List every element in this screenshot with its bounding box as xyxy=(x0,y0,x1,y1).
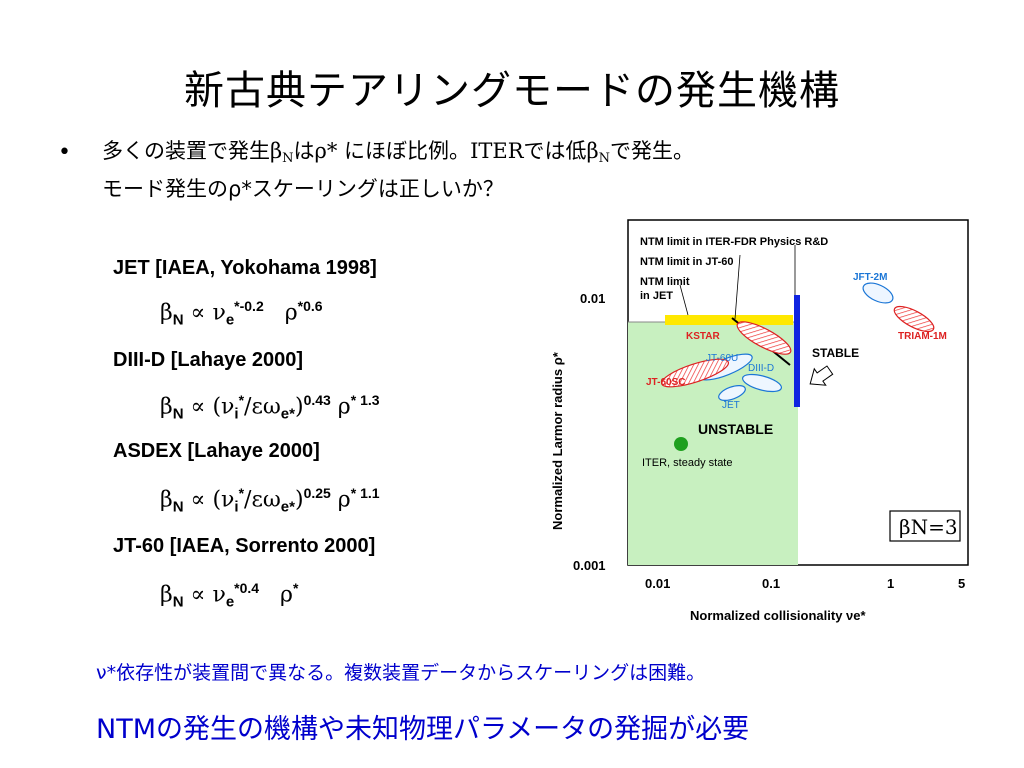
ntm-jet-label-2: in JET xyxy=(640,290,673,302)
diiid-label: DIII-D xyxy=(748,363,774,374)
bullet-line-2: モード発生のρ*スケーリングは正しいか？ xyxy=(102,177,504,201)
ytick-0.01: 0.01 xyxy=(580,291,605,306)
iter-point xyxy=(674,437,688,451)
operating-space-chart: βN=3 NTM limit in ITER-FDR Physics R&D N… xyxy=(550,219,969,623)
stable-label: STABLE xyxy=(812,346,859,360)
jft2m-label: JFT-2M xyxy=(853,272,887,283)
xtick-0.01: 0.01 xyxy=(645,576,670,591)
unstable-label: UNSTABLE xyxy=(698,421,773,437)
formula-head-diiid: DIII-D [Lahaye 2000] xyxy=(113,349,304,371)
formula-head-jt60: JT-60 [IAEA, Sorrento 2000] xyxy=(113,535,376,557)
y-axis-label: Normalized Larmor radius ρ* xyxy=(550,351,565,530)
x-axis-label: Normalized collisionality νe* xyxy=(690,608,866,623)
ntm-jet-label-1: NTM limit xyxy=(640,276,690,288)
iter-ss-label: ITER, steady state xyxy=(642,457,732,469)
jft2m-region xyxy=(862,282,894,304)
ytick-0.001: 0.001 xyxy=(573,558,606,573)
note-line-2: NTMの発生の機構や未知物理パラメータの発掘が必要 xyxy=(96,714,750,745)
ntm-jt60-label: NTM limit in JT-60 xyxy=(640,256,734,268)
kstar-label: KSTAR xyxy=(686,331,720,342)
jt60sc-region xyxy=(660,358,730,388)
jt60sc-label: JT-60SC xyxy=(646,377,685,388)
bullet-marker: • xyxy=(58,140,71,165)
diiid-region xyxy=(741,373,783,393)
formula-jt60: βN ∝ νe*0.4 ρ* xyxy=(160,580,299,611)
triam-label: TRIAM-1M xyxy=(898,331,947,342)
page-title: 新古典テアリングモードの発生機構 xyxy=(184,68,840,114)
kstar-region xyxy=(736,321,792,355)
jet-region xyxy=(718,385,746,401)
note-line-1: ν*依存性が装置間で異なる。複数装置データからスケーリングは困難。 xyxy=(96,662,706,684)
formula-asdex: βN ∝ (νi*/εωe*)0.25 ρ* 1.1 xyxy=(160,485,380,516)
xtick-5: 5 xyxy=(958,576,965,591)
triam-region xyxy=(893,305,935,333)
formula-head-asdex: ASDEX [Lahaye 2000] xyxy=(113,440,320,462)
betaN-label: βN=3 xyxy=(899,515,958,539)
ntm-limit-jt60-bar xyxy=(794,295,800,407)
formula-diiid: βN ∝ (νi*/εωe*)0.43 ρ* 1.3 xyxy=(160,392,380,423)
stable-arrow-icon xyxy=(809,365,834,386)
jet-label: JET xyxy=(722,400,740,411)
betaN-box xyxy=(889,510,961,542)
formula-jet: βN ∝ νe*-0.2 ρ*0.6 xyxy=(160,298,323,329)
xtick-0.1: 0.1 xyxy=(762,576,780,591)
formula-head-jet: JET [IAEA, Yokohama 1998] xyxy=(113,257,377,279)
ntm-limit-band xyxy=(665,315,793,325)
jt60u-label: JT-60U xyxy=(706,353,738,364)
xtick-1: 1 xyxy=(887,576,894,591)
bullet-line-1: 多くの装置で発生βNはρ* にほぼ比例。ITERでは低βNで発生。 xyxy=(102,139,695,166)
ntm-iter-label: NTM limit in ITER-FDR Physics R&D xyxy=(640,236,828,248)
